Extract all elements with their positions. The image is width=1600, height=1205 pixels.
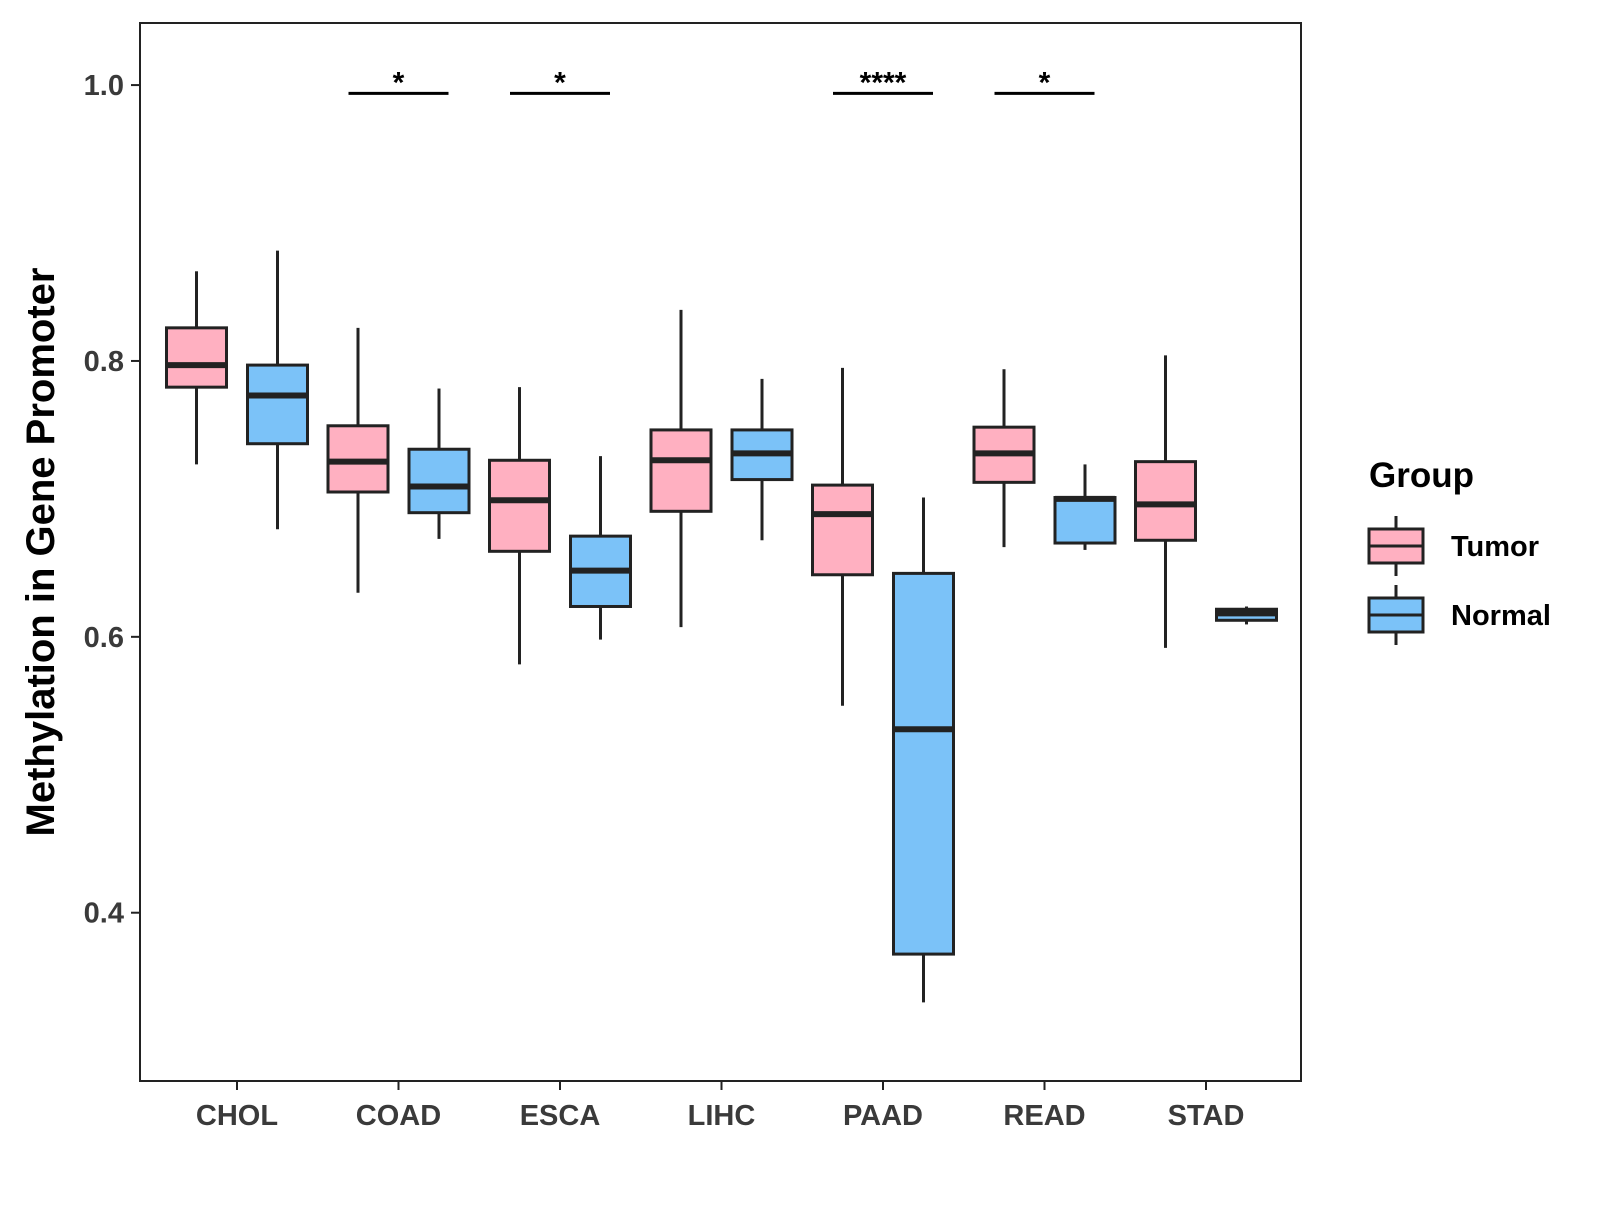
box-tumor-paad bbox=[811, 367, 874, 706]
box-tumor-esca bbox=[488, 387, 551, 665]
box-series bbox=[165, 250, 1278, 1003]
box-body bbox=[246, 363, 309, 446]
significance-label: * bbox=[1039, 66, 1051, 99]
significance-label: * bbox=[554, 66, 566, 99]
y-axis: 0.4 0.6 0.8 1.0 bbox=[84, 70, 140, 930]
box-tumor-chol bbox=[165, 271, 228, 465]
x-axis: CHOL COAD ESCA LIHC PAAD READ STAD bbox=[196, 1081, 1244, 1132]
box-body bbox=[407, 447, 471, 515]
y-tick-label: 0.8 bbox=[84, 346, 124, 378]
x-tick-label: STAD bbox=[1168, 1100, 1245, 1132]
x-tick-label: CHOL bbox=[196, 1100, 278, 1132]
x-tick-label: ESCA bbox=[520, 1100, 601, 1132]
significance-coad: * bbox=[348, 66, 449, 99]
box-normal-lihc bbox=[730, 378, 794, 541]
box-tumor-stad bbox=[1134, 355, 1197, 648]
y-tick-label: 0.4 bbox=[84, 898, 124, 930]
x-tick-label: READ bbox=[1003, 1100, 1085, 1132]
legend-label: Tumor bbox=[1451, 531, 1539, 563]
box-body bbox=[811, 483, 874, 577]
box-tumor-coad bbox=[326, 327, 390, 593]
legend-label: Normal bbox=[1451, 600, 1551, 632]
y-tick-label: 0.6 bbox=[84, 622, 124, 654]
box-body bbox=[1134, 460, 1197, 542]
significance-paad: **** bbox=[833, 66, 933, 99]
box-normal-chol bbox=[246, 250, 309, 530]
box-tumor-read bbox=[972, 369, 1036, 548]
y-tick-label: 1.0 bbox=[84, 70, 124, 102]
box-body bbox=[1053, 496, 1117, 545]
box-body bbox=[165, 326, 228, 389]
significance-esca: * bbox=[510, 66, 610, 99]
box-normal-esca bbox=[569, 456, 632, 640]
box-body bbox=[649, 428, 713, 513]
legend-entry-tumor: Tumor bbox=[1367, 516, 1539, 576]
significance-label: * bbox=[393, 66, 405, 99]
box-normal-read bbox=[1053, 464, 1117, 550]
legend: Group Tumor Normal bbox=[1367, 456, 1551, 645]
box-normal-paad bbox=[892, 497, 955, 1003]
x-tick-label: COAD bbox=[356, 1100, 441, 1132]
y-axis-title: Methylation in Gene Promoter bbox=[19, 268, 63, 837]
box-normal-coad bbox=[407, 388, 471, 539]
significance-label: **** bbox=[860, 66, 907, 99]
box-normal-stad bbox=[1215, 606, 1278, 625]
box-body bbox=[488, 458, 551, 553]
box-tumor-lihc bbox=[649, 309, 713, 628]
x-tick-label: PAAD bbox=[843, 1100, 923, 1132]
box-body bbox=[892, 571, 955, 956]
plot-panel-border bbox=[139, 22, 1302, 1082]
significance-read: * bbox=[994, 66, 1095, 99]
legend-title: Group bbox=[1369, 456, 1474, 495]
x-tick-label: LIHC bbox=[688, 1100, 756, 1132]
legend-entry-normal: Normal bbox=[1367, 585, 1551, 645]
significance-annotations: * * **** * bbox=[348, 66, 1095, 99]
